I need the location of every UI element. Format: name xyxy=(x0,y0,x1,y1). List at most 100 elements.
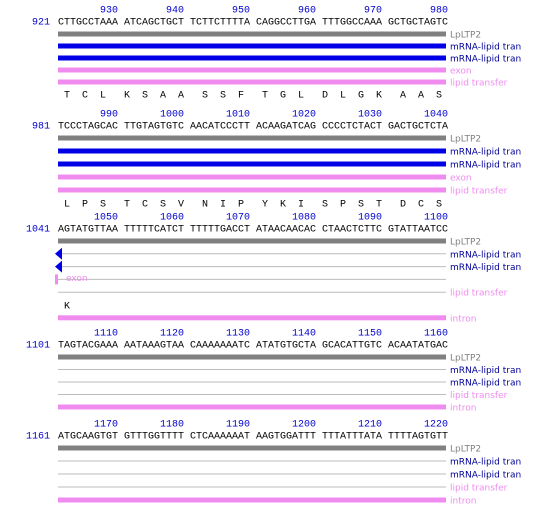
sequence-group: ATATGTGCTA xyxy=(256,341,316,352)
ruler-label: 1120 xyxy=(160,329,184,340)
ruler-label: 1140 xyxy=(292,329,316,340)
amino-acid: S xyxy=(202,91,208,102)
amino-acid: A xyxy=(418,91,424,102)
track-label: mRNA-lipid tran xyxy=(450,148,521,158)
position-label: 1101 xyxy=(26,341,50,352)
amino-acid: A xyxy=(160,91,166,102)
ruler-label: 1090 xyxy=(358,213,382,224)
ruler-label: 940 xyxy=(166,6,184,17)
track-label: lipid transfer xyxy=(450,187,508,197)
ruler-label: 1070 xyxy=(226,213,250,224)
track-label: mRNA-lipid tran xyxy=(450,471,521,481)
amino-acid: D xyxy=(400,200,406,211)
amino-acid: N xyxy=(202,200,208,211)
amino-acid: D xyxy=(322,91,328,102)
sequence-group: ACAAGATCAG xyxy=(256,122,316,133)
track-label: intron xyxy=(450,314,476,324)
track-bar xyxy=(58,404,446,410)
amino-acid: G xyxy=(280,91,286,102)
track-label: exon xyxy=(450,174,472,184)
sequence-group: TCCCTAGCAC xyxy=(58,122,118,133)
amino-acid: T xyxy=(262,91,268,102)
track-bar xyxy=(58,31,446,37)
ruler-label: 1020 xyxy=(292,110,316,121)
sequence-group: ATAACAACAC xyxy=(256,225,316,236)
amino-acid: T xyxy=(376,200,382,211)
track-label: LpLTP2 xyxy=(450,238,481,248)
amino-acid: S xyxy=(436,91,442,102)
ruler-label: 970 xyxy=(364,6,382,17)
amino-acid: F xyxy=(238,91,244,102)
track-bar xyxy=(58,497,446,503)
amino-acid: S xyxy=(142,91,148,102)
ruler-label: 990 xyxy=(100,110,118,121)
amino-acid: A xyxy=(178,91,184,102)
sequence-group: TTGTAGTGTC xyxy=(124,122,184,133)
amino-acid: V xyxy=(178,200,184,211)
track-label: LpLTP2 xyxy=(450,354,481,364)
track-bar xyxy=(58,174,446,180)
sequence-group: ACAATATGAC xyxy=(388,341,448,352)
track-label: LpLTP2 xyxy=(450,135,481,145)
sequence-group: CTAACTCTTC xyxy=(322,225,382,236)
amino-acid: L xyxy=(298,91,304,102)
ruler-label: 1100 xyxy=(424,213,448,224)
ruler-label: 950 xyxy=(232,6,250,17)
track-label: mRNA-lipid tran xyxy=(450,458,521,468)
ruler-label: 1110 xyxy=(94,329,118,340)
amino-acid: G xyxy=(358,91,364,102)
sequence-group: TAGTACGAAA xyxy=(58,341,118,352)
ruler-label: 1220 xyxy=(424,420,448,431)
ruler-label: 1130 xyxy=(226,329,250,340)
sequence-group: TTTTTGACCT xyxy=(190,225,250,236)
sequence-group: TTTGGCCAAA xyxy=(322,18,382,29)
amino-acid: S xyxy=(358,200,364,211)
track-label: mRNA-lipid tran xyxy=(450,161,521,171)
amino-acid: Y xyxy=(262,200,268,211)
track-bar xyxy=(58,315,446,321)
track-bar xyxy=(58,161,446,167)
sequence-group: CAGGCCTTGA xyxy=(256,18,316,29)
amino-acid: P xyxy=(340,200,346,211)
position-label: 921 xyxy=(32,18,50,29)
track-bar xyxy=(58,135,446,141)
track-label: mRNA-lipid tran xyxy=(450,250,521,260)
ruler-label: 1160 xyxy=(424,329,448,340)
amino-acid: P xyxy=(238,200,244,211)
sequence-group: GTTTGGTTTT xyxy=(124,432,184,443)
ruler-label: 1150 xyxy=(358,329,382,340)
amino-acid: S xyxy=(160,200,166,211)
amino-acid: S xyxy=(220,91,226,102)
ruler-label: 1180 xyxy=(160,420,184,431)
ruler-label: 930 xyxy=(100,6,118,17)
amino-acid: L xyxy=(64,200,70,211)
sequence-group: TTTTTCATCT xyxy=(124,225,184,236)
sequence-group: AGTATGTTAA xyxy=(58,225,118,236)
ruler-label: 1030 xyxy=(358,110,382,121)
amino-acid: C xyxy=(142,200,148,211)
track-label: mRNA-lipid tran xyxy=(450,379,521,389)
amino-acid: S xyxy=(322,200,328,211)
track-bar xyxy=(58,79,446,85)
track-arrow xyxy=(55,260,62,273)
track-label: LpLTP2 xyxy=(450,445,481,455)
position-label: 1161 xyxy=(26,432,50,443)
track-bar xyxy=(58,187,446,193)
amino-acid: I xyxy=(298,200,304,211)
track-label: intron xyxy=(450,404,476,414)
sequence-group: TTTATTTATA xyxy=(322,432,382,443)
sequence-group: GACTGCTCTA xyxy=(388,122,448,133)
amino-acid: T xyxy=(64,91,70,102)
track-bar xyxy=(58,238,446,244)
amino-acid: C xyxy=(82,91,88,102)
sequence-group: CTCAAAAAAT xyxy=(190,432,250,443)
amino-acid: K xyxy=(124,91,130,102)
track-label: mRNA-lipid tran xyxy=(450,55,521,65)
ruler-label: 1000 xyxy=(160,110,184,121)
position-label: 981 xyxy=(32,122,50,133)
sequence-group: CAAAAAAATC xyxy=(190,341,250,352)
amino-acid: T xyxy=(124,200,130,211)
track-label: lipid transfer xyxy=(450,484,508,494)
amino-acid: S xyxy=(436,200,442,211)
